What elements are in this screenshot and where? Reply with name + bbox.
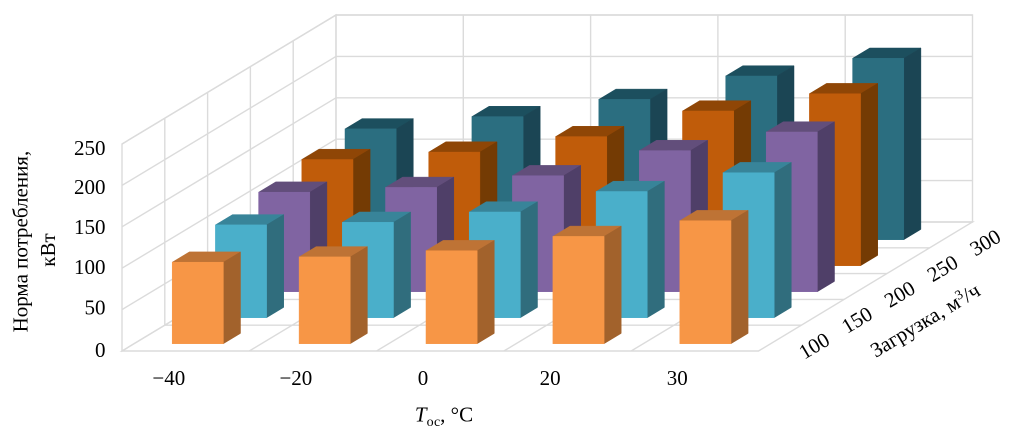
svg-text:200: 200 — [74, 175, 106, 199]
svg-text:−20: −20 — [279, 366, 312, 390]
svg-text:Норма потребления,: Норма потребления, — [9, 151, 33, 333]
svg-text:−40: −40 — [152, 366, 185, 390]
svg-text:100: 100 — [74, 255, 106, 279]
svg-text:30: 30 — [667, 366, 688, 390]
svg-text:50: 50 — [85, 296, 106, 320]
svg-text:20: 20 — [540, 366, 561, 390]
svg-text:0: 0 — [95, 338, 106, 362]
svg-text:250: 250 — [74, 136, 106, 160]
svg-text:Tос, °С: Tос, °С — [415, 403, 473, 431]
svg-text:150: 150 — [74, 215, 106, 239]
svg-text:0: 0 — [418, 366, 429, 390]
svg-text:кВт: кВт — [36, 233, 60, 266]
